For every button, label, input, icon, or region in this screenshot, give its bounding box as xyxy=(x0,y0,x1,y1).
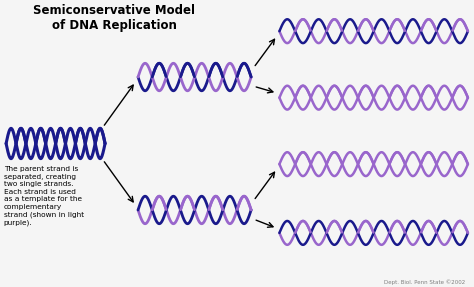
Text: of DNA Replication: of DNA Replication xyxy=(52,19,177,32)
Text: The parent strand is
separated, creating
two single strands.
Each strand is used: The parent strand is separated, creating… xyxy=(4,166,84,226)
Text: Semiconservative Model: Semiconservative Model xyxy=(34,4,195,17)
Text: Dept. Biol. Penn State ©2002: Dept. Biol. Penn State ©2002 xyxy=(384,279,465,285)
